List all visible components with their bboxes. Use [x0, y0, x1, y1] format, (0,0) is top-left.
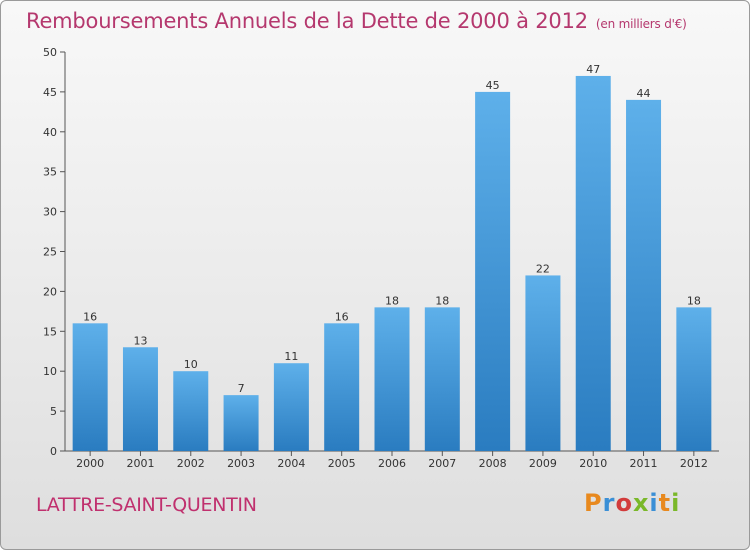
data-label: 7	[238, 382, 245, 395]
x-tick-label: 2000	[76, 457, 104, 470]
brand-letter: i	[649, 489, 659, 517]
brand-letter: t	[658, 489, 672, 517]
data-label: 47	[586, 63, 600, 76]
data-label: 18	[435, 294, 449, 307]
bar	[173, 371, 209, 451]
y-tick-label: 0	[50, 445, 57, 458]
y-tick-label: 20	[43, 285, 57, 298]
data-label: 16	[335, 310, 349, 323]
y-tick-label: 10	[43, 365, 57, 378]
x-tick-label: 2002	[177, 457, 205, 470]
y-tick-label: 40	[43, 126, 57, 139]
bar	[525, 275, 561, 451]
data-label: 45	[486, 79, 500, 92]
bar	[676, 307, 712, 451]
bar-chart: 0 5 10 15 20 25 30 35 40 45 50 2000 2001 2002 2003 2004…	[43, 46, 719, 470]
axes: 0 5 10 15 20 25 30 35 40 45 50 2000 2001 2002 2003 2004…	[43, 46, 719, 470]
bar	[575, 75, 611, 451]
x-tick-label: 2009	[529, 457, 557, 470]
x-tick-label: 2011	[630, 457, 658, 470]
brand-letter: i	[671, 489, 681, 517]
y-tick-label: 45	[43, 86, 57, 99]
brand-letter: x	[632, 489, 650, 517]
bar	[475, 91, 511, 452]
x-tick-label: 2001	[126, 457, 154, 470]
x-tick-label: 2010	[579, 457, 607, 470]
bar	[324, 323, 360, 451]
unit-label: (en milliers d'€)	[595, 17, 687, 31]
x-tick-label: 2005	[328, 457, 356, 470]
bars: 16 13 10 7 11 16 18 18 45 22 47 44 18	[72, 63, 712, 452]
bar	[626, 99, 662, 451]
data-label: 18	[385, 294, 399, 307]
brand-letter: r	[602, 489, 616, 517]
data-label: 10	[184, 358, 198, 371]
title-text: Remboursements Annuels de la Dette de 20…	[26, 9, 588, 33]
y-tick-label: 5	[50, 405, 57, 418]
y-tick-label: 25	[43, 246, 57, 259]
y-tick-label: 30	[43, 206, 57, 219]
x-tick-label: 2004	[277, 457, 305, 470]
x-tick-label: 2008	[479, 457, 507, 470]
brand-logo: Proxiti	[584, 489, 680, 517]
bar	[223, 395, 259, 451]
x-tick-label: 2012	[680, 457, 708, 470]
data-label: 22	[536, 262, 550, 275]
data-label: 13	[133, 334, 147, 347]
x-tick-label: 2007	[428, 457, 456, 470]
x-tick-label: 2003	[227, 457, 255, 470]
data-label: 11	[284, 350, 298, 363]
bar	[122, 347, 158, 451]
brand-letter: P	[584, 489, 603, 517]
y-tick-label: 50	[43, 46, 57, 59]
commune-name: LATTRE-SAINT-QUENTIN	[36, 494, 257, 516]
x-tick-label: 2006	[378, 457, 406, 470]
data-label: 44	[637, 87, 651, 100]
bar	[72, 323, 108, 451]
brand-letter: o	[615, 489, 633, 517]
data-label: 18	[687, 294, 701, 307]
data-label: 16	[83, 310, 97, 323]
y-tick-label: 35	[43, 166, 57, 179]
bar	[374, 307, 410, 451]
chart-title: Remboursements Annuels de la Dette de 20…	[26, 9, 687, 33]
bar	[273, 363, 309, 451]
y-tick-label: 15	[43, 325, 57, 338]
bar	[424, 307, 460, 451]
